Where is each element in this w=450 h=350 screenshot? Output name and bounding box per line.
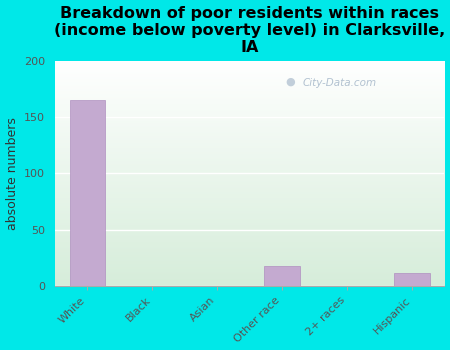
Y-axis label: absolute numbers: absolute numbers	[5, 117, 18, 230]
Bar	[264, 266, 300, 286]
Title: Breakdown of poor residents within races
(income below poverty level) in Clarksv: Breakdown of poor residents within races…	[54, 6, 446, 55]
Text: ●: ●	[286, 77, 296, 87]
Bar	[394, 273, 430, 286]
Bar	[70, 100, 105, 286]
Text: City-Data.com: City-Data.com	[302, 78, 376, 88]
